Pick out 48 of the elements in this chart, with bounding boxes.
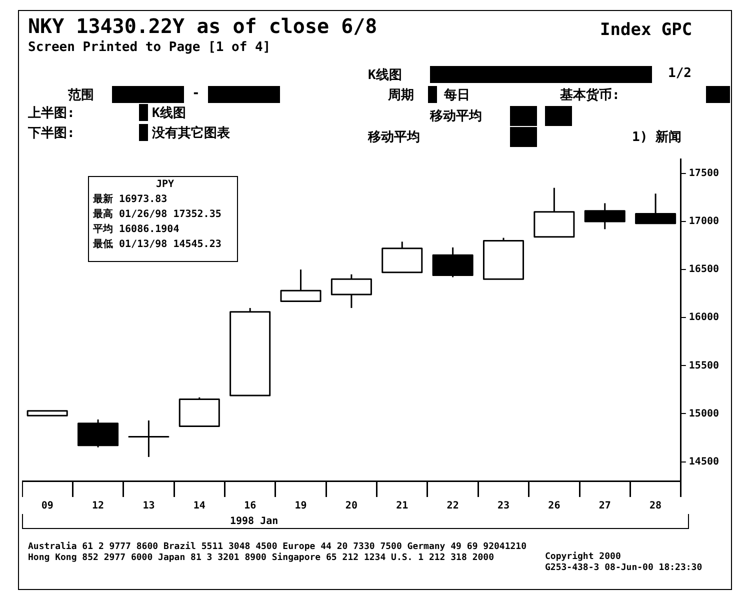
chart-subtitle: Screen Printed to Page [1 of 4]: [28, 40, 271, 55]
text: K线图: [368, 67, 402, 84]
x-tick-label: 12: [92, 500, 104, 512]
text: K线图: [152, 105, 186, 122]
y-tick-label: 15000: [688, 408, 720, 420]
y-tick-label: 16000: [688, 312, 720, 324]
x-tick-label: 23: [497, 500, 510, 512]
text: 基本货币:: [560, 86, 620, 104]
annotation: JPY: [154, 178, 176, 192]
text: Hong Kong 852 2977 6000 Japan 81 3 3201 8900 Singapore 65 212 1234 U.S. 1 212 318 2000: [28, 553, 494, 563]
annotation: 平均 16086.1904: [92, 222, 180, 237]
text: 每日: [444, 87, 470, 104]
annotation: 最高 01/26/98 17352.35: [92, 207, 222, 222]
text: -: [192, 86, 200, 101]
text: 范围: [68, 87, 94, 104]
y-tick-label: 17500: [688, 168, 720, 180]
candlestick: [128, 420, 170, 458]
text: 1/2: [668, 66, 692, 81]
x-tick-label: 16: [244, 500, 256, 512]
text: 1) 新闻: [632, 128, 682, 146]
x-tick-label: 13: [142, 500, 155, 512]
x-tick-label: 27: [598, 500, 611, 512]
y-tick-label: 17000: [688, 216, 720, 228]
chart-title: NKY 13430.22Y as of close 6/8: [28, 14, 378, 38]
x-tick-label: 20: [345, 500, 358, 512]
x-axis-title: 1998 Jan: [230, 516, 278, 527]
x-tick-label: 14: [193, 500, 206, 512]
annotation: 最新 16973.83: [92, 192, 168, 207]
x-tick-label: 28: [650, 500, 662, 512]
y-tick-label: 14500: [688, 456, 720, 468]
text: 没有其它图表: [152, 124, 230, 142]
text: 移动平均: [368, 129, 420, 146]
y-tick-label: 16500: [688, 264, 720, 276]
text: 上半图:: [28, 105, 75, 122]
y-tick-label: 15500: [688, 360, 720, 372]
text: 下半图:: [28, 125, 75, 142]
text: Copyright 2000: [545, 552, 621, 562]
x-tick-label: 22: [446, 500, 459, 512]
text: 移动平均: [430, 108, 482, 125]
x-tick-label: 26: [548, 500, 560, 512]
annotation: 最低 01/13/98 14545.23: [92, 238, 222, 252]
text: Australia 61 2 9777 8600 Brazil 5511 3048 4500 Europe 44 20 7330 7500 Germany 49 69 92041210: [28, 542, 526, 552]
x-tick-label: 21: [396, 500, 408, 512]
text: 周期: [388, 87, 414, 104]
x-tick-label: 09: [41, 500, 54, 512]
x-tick-label: 19: [294, 500, 307, 512]
text: G253-438-3 08-Jun-00 18:23:30: [545, 563, 702, 573]
text: Index GPC: [600, 20, 692, 40]
